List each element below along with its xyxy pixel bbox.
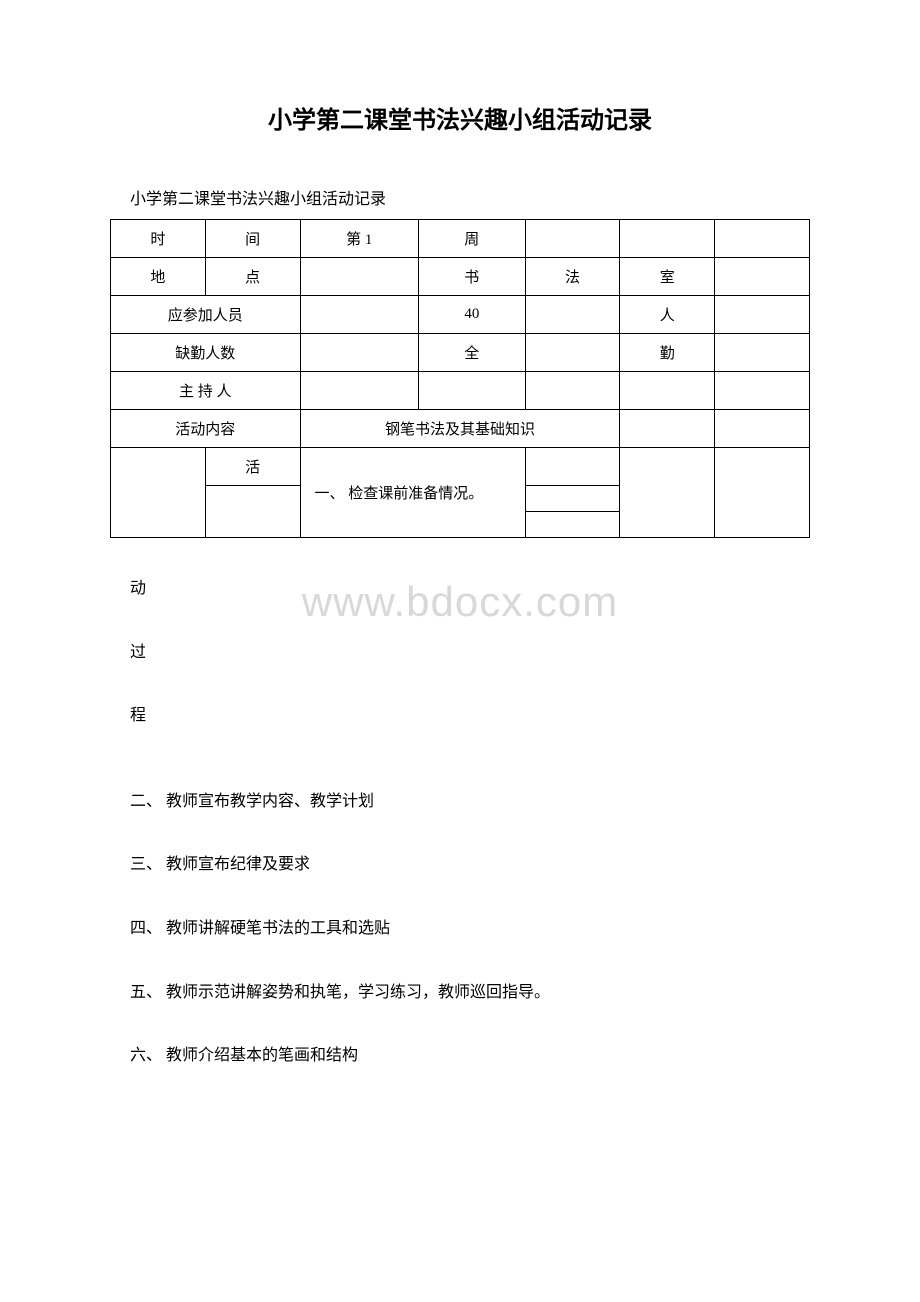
text-guo: 过 (130, 640, 810, 666)
cell-empty (525, 486, 620, 512)
cell-empty (111, 448, 206, 538)
table-row: 活动内容 钢笔书法及其基础知识 (111, 410, 810, 448)
cell-empty (300, 372, 418, 410)
text-dong: 动 (130, 576, 810, 602)
step-4: 四、 教师讲解硬笔书法的工具和选贴 (130, 916, 810, 942)
cell-empty (715, 334, 810, 372)
step-2: 二、 教师宣布教学内容、教学计划 (130, 789, 810, 815)
cell-empty (620, 410, 715, 448)
cell-empty (525, 512, 620, 538)
text-cheng: 程 (130, 703, 810, 729)
step-3: 三、 教师宣布纪律及要求 (130, 852, 810, 878)
cell-content-label: 活动内容 (111, 410, 301, 448)
cell-empty (300, 258, 418, 296)
cell-empty (525, 334, 620, 372)
table-row: 时 间 第 1 周 (111, 220, 810, 258)
cell-empty (715, 410, 810, 448)
cell-empty (715, 448, 810, 538)
cell-absent-label: 缺勤人数 (111, 334, 301, 372)
cell-empty (525, 220, 620, 258)
body-content: 动 过 程 二、 教师宣布教学内容、教学计划 三、 教师宣布纪律及要求 四、 教… (110, 576, 810, 1069)
step-5: 五、 教师示范讲解姿势和执笔，学习练习，教师巡回指导。 (130, 980, 810, 1006)
cell-empty (620, 448, 715, 538)
cell-empty (525, 296, 620, 334)
cell-empty (205, 486, 300, 538)
cell-quan: 全 (419, 334, 526, 372)
cell-time-2: 间 (205, 220, 300, 258)
cell-huo: 活 (205, 448, 300, 486)
table-row: 地 点 书 法 室 (111, 258, 810, 296)
cell-empty (715, 372, 810, 410)
record-table: 时 间 第 1 周 地 点 书 法 室 应参加人员 40 人 缺勤人数 全 勤 … (110, 219, 810, 538)
cell-empty (620, 220, 715, 258)
cell-place-1: 地 (111, 258, 206, 296)
table-row: 应参加人员 40 人 (111, 296, 810, 334)
table-row: 活 一、 检查课前准备情况。 (111, 448, 810, 486)
table-row: 主 持 人 (111, 372, 810, 410)
cell-attendees-label: 应参加人员 (111, 296, 301, 334)
cell-empty (715, 220, 810, 258)
cell-empty (715, 296, 810, 334)
cell-time-1: 时 (111, 220, 206, 258)
cell-week: 周 (419, 220, 526, 258)
cell-qin: 勤 (620, 334, 715, 372)
cell-content-value: 钢笔书法及其基础知识 (300, 410, 620, 448)
cell-empty (525, 448, 620, 486)
cell-week-num: 第 1 (300, 220, 418, 258)
step-6: 六、 教师介绍基本的笔画和结构 (130, 1043, 810, 1069)
cell-empty (525, 372, 620, 410)
sub-title: 小学第二课堂书法兴趣小组活动记录 (110, 185, 810, 209)
cell-empty (620, 372, 715, 410)
cell-shu: 书 (419, 258, 526, 296)
cell-host-label: 主 持 人 (111, 372, 301, 410)
cell-fa: 法 (525, 258, 620, 296)
page-title: 小学第二课堂书法兴趣小组活动记录 (110, 100, 810, 135)
cell-empty (300, 334, 418, 372)
cell-ren: 人 (620, 296, 715, 334)
cell-empty (300, 296, 418, 334)
cell-empty (715, 258, 810, 296)
cell-shi: 室 (620, 258, 715, 296)
cell-step1: 一、 检查课前准备情况。 (300, 448, 525, 538)
cell-place-2: 点 (205, 258, 300, 296)
table-row: 缺勤人数 全 勤 (111, 334, 810, 372)
cell-count: 40 (419, 296, 526, 334)
cell-empty (419, 372, 526, 410)
